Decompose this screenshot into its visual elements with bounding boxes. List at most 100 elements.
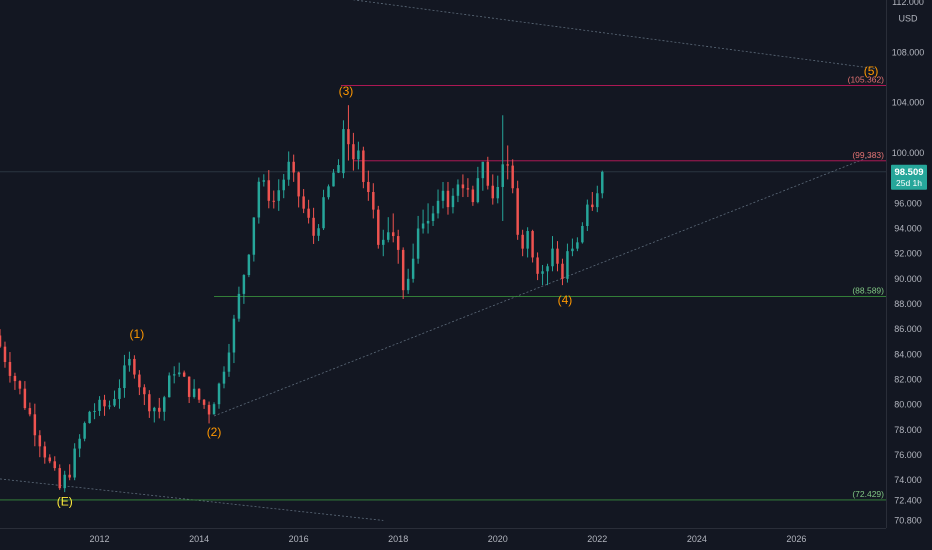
candle-body[interactable] [332,172,335,187]
candle-body[interactable] [23,388,27,409]
candle-body[interactable] [486,161,490,186]
candle-body[interactable] [88,411,91,424]
candle-body[interactable] [242,275,246,294]
candle-body[interactable] [426,220,430,224]
candle-body[interactable] [172,374,176,376]
candle-body[interactable] [232,318,236,353]
candle-body[interactable] [476,178,480,203]
candle-body[interactable] [586,204,589,226]
candle-body[interactable] [451,195,455,208]
candle-body[interactable] [596,193,599,208]
candle-body[interactable] [3,346,7,363]
candle-body[interactable] [282,179,285,191]
candle-body[interactable] [272,200,276,202]
candle-body[interactable] [536,257,539,274]
candle-body[interactable] [33,414,37,436]
candle-body[interactable] [83,423,86,439]
candle-body[interactable] [491,185,495,199]
candle-body[interactable] [387,232,390,240]
candle-body[interactable] [38,435,42,447]
candle-body[interactable] [566,251,569,279]
candle-body[interactable] [382,239,385,245]
candle-body[interactable] [207,404,211,415]
candle-body[interactable] [138,374,141,388]
trendline[interactable] [294,0,877,70]
candle-body[interactable] [13,375,17,382]
candle-body[interactable] [367,181,370,193]
candle-body[interactable] [416,228,420,259]
candle-body[interactable] [406,278,410,291]
candle-body[interactable] [43,446,47,458]
candle-body[interactable] [292,161,295,173]
candle-body[interactable] [53,461,56,469]
candle-body[interactable] [436,200,440,214]
candle-body[interactable] [481,161,485,179]
candle-body[interactable] [591,204,594,208]
candle-body[interactable] [217,383,221,405]
candle-body[interactable] [177,372,181,375]
candle-body[interactable] [78,438,81,449]
candle-body[interactable] [187,376,191,397]
candle-body[interactable] [287,161,290,180]
candle-body[interactable] [352,144,355,160]
candle-body[interactable] [182,372,186,377]
candle-body[interactable] [128,358,131,366]
candle-body[interactable] [391,232,395,237]
candle-body[interactable] [546,266,549,272]
candle-body[interactable] [571,248,574,252]
candle-body[interactable] [576,242,579,249]
candle-body[interactable] [28,408,32,415]
candle-body[interactable] [561,263,564,279]
candle-body[interactable] [431,213,435,221]
candle-body[interactable] [541,271,544,274]
candle-body[interactable] [108,405,111,407]
candle-body[interactable] [8,362,12,376]
candle-body[interactable] [133,358,136,375]
candle-body[interactable] [143,387,146,395]
candle-body[interactable] [212,404,216,415]
candle-body[interactable] [307,208,310,218]
candle-body[interactable] [277,190,280,201]
candle-body[interactable] [411,258,415,279]
candle-body[interactable] [237,293,241,319]
candle-body[interactable] [461,184,465,189]
candle-body[interactable] [551,248,554,267]
candle-body[interactable] [471,189,475,203]
candle-body[interactable] [501,164,504,187]
candle-body[interactable] [337,165,340,173]
candle-body[interactable] [93,410,96,412]
candle-body[interactable] [312,217,315,236]
candle-body[interactable] [342,129,345,174]
candle-body[interactable] [601,171,604,194]
candle-body[interactable] [396,236,400,250]
candle-body[interactable] [267,180,271,201]
candle-body[interactable] [556,248,559,264]
candle-body[interactable] [496,186,499,199]
candle-body[interactable] [327,186,330,198]
candle-body[interactable] [377,209,380,245]
candle-body[interactable] [362,150,365,182]
candle-body[interactable] [446,190,450,208]
candle-body[interactable] [581,225,584,243]
candle-body[interactable] [297,172,300,197]
candle-body[interactable] [317,228,320,236]
candle-body[interactable] [262,180,266,182]
candle-body[interactable] [357,150,360,160]
candle-body[interactable] [421,223,425,229]
candle-body[interactable] [322,197,325,229]
candle-body[interactable] [252,217,256,255]
candle-body[interactable] [441,190,445,201]
candle-body[interactable] [18,381,22,389]
candle-body[interactable] [227,352,231,372]
candle-body[interactable] [506,164,509,166]
trendline[interactable] [213,153,877,417]
candle-body[interactable] [68,474,71,478]
candle-body[interactable] [192,388,196,397]
candle-body[interactable] [48,457,52,462]
candle-body[interactable] [123,365,126,389]
candle-body[interactable] [167,375,171,398]
candle-body[interactable] [516,188,519,235]
candle-body[interactable] [257,181,261,218]
candle-body[interactable] [58,468,61,489]
